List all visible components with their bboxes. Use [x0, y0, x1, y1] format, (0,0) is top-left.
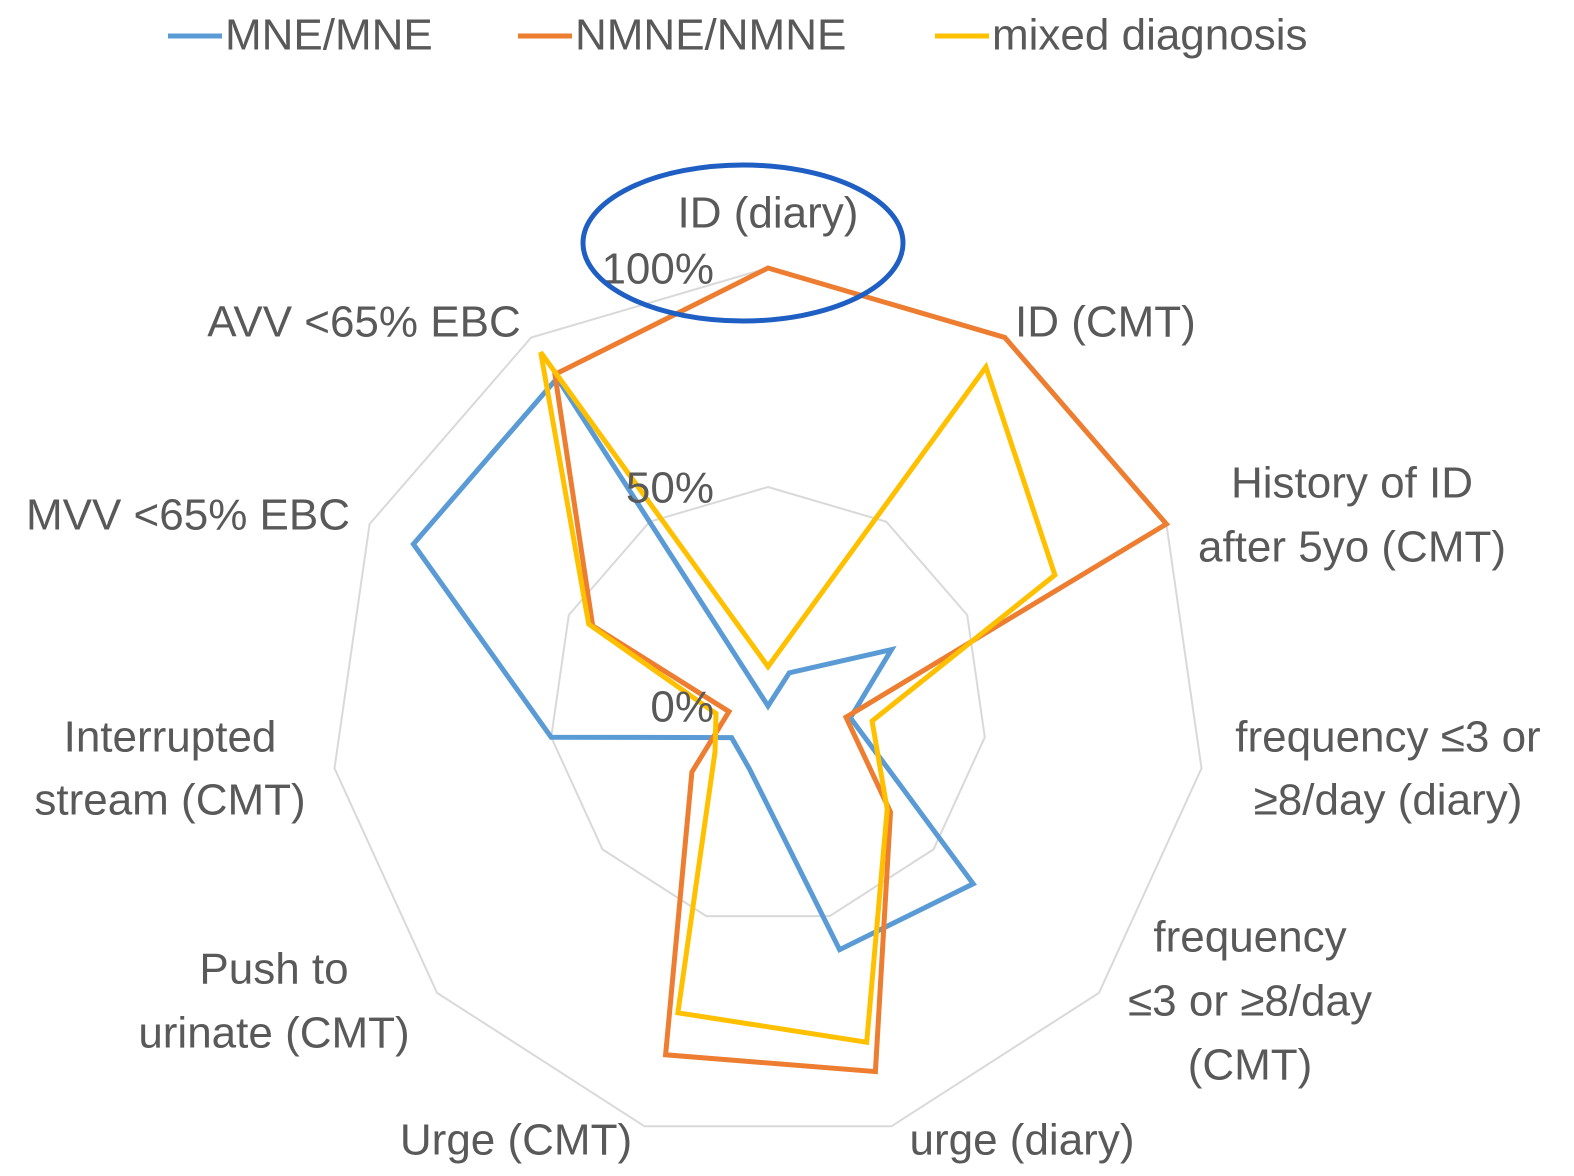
- category-label: Interrupted: [64, 713, 277, 762]
- series-layer: [410, 265, 1171, 1075]
- highlight-ellipse: [580, 162, 906, 324]
- series-line: [410, 373, 977, 954]
- category-label: stream (CMT): [34, 776, 305, 825]
- legend-label: MNE/MNE: [225, 11, 433, 60]
- grid-ring: [333, 266, 1203, 1128]
- tick-label: 50%: [626, 464, 714, 513]
- category-label: frequency ≤3 or: [1235, 713, 1540, 762]
- grid: [333, 266, 1203, 1128]
- category-label: ID (CMT): [1015, 298, 1196, 347]
- legend-label: mixed diagnosis: [992, 11, 1308, 60]
- category-label: urge (diary): [910, 1116, 1135, 1165]
- category-label: Push to: [199, 945, 348, 994]
- label-layer: 0% 50% 100% ID (diary) ID (CMT) History of ID…: [26, 189, 1541, 1165]
- category-label: after 5yo (CMT): [1198, 523, 1506, 572]
- tick-label: 0%: [650, 683, 714, 732]
- category-label: MVV <65% EBC: [26, 491, 350, 540]
- series-line: [538, 350, 1058, 1046]
- category-label: frequency: [1153, 913, 1346, 962]
- tick-label: 100%: [601, 245, 714, 294]
- category-label: ≤3 or ≥8/day: [1128, 977, 1372, 1026]
- category-label: (CMT): [1188, 1041, 1313, 1090]
- category-label: AVV <65% EBC: [207, 298, 520, 347]
- legend-label: NMNE/NMNE: [575, 11, 846, 60]
- category-label: ≥8/day (diary): [1254, 776, 1523, 825]
- category-label: ID (diary): [678, 189, 859, 238]
- category-label: History of ID: [1231, 459, 1473, 508]
- series-line: [552, 265, 1171, 1075]
- category-label: urinate (CMT): [138, 1009, 409, 1058]
- category-label: Urge (CMT): [400, 1116, 632, 1165]
